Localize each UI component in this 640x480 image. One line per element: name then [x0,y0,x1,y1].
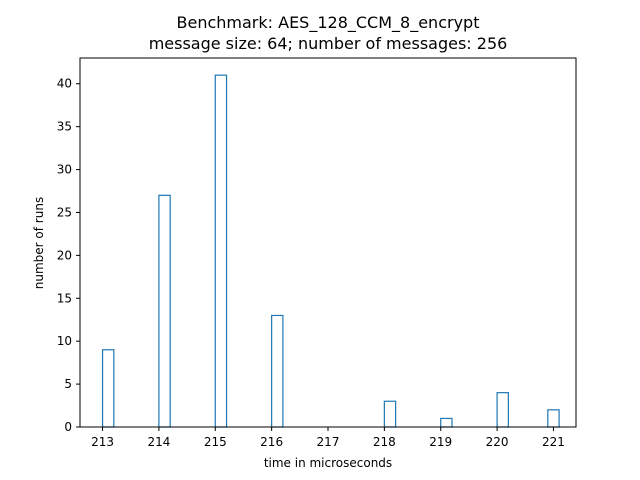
y-tick-label: 35 [57,120,72,134]
histogram-bar [214,74,228,428]
y-tick-label: 0 [64,420,72,434]
histogram-bar [158,194,171,428]
y-tick-label: 30 [57,163,72,177]
x-tick-label: 216 [260,435,283,449]
x-tick-label: 213 [91,435,114,449]
x-axis-ticks: 213 214 215 216 217 218 219 220 221 [91,427,565,449]
chart-subtitle: message size: 64; number of messages: 25… [149,34,508,53]
x-tick-label: 219 [429,435,452,449]
x-tick-label: 214 [147,435,170,449]
histogram-bar [496,392,509,428]
bar-group [101,74,560,428]
histogram-bar [101,349,115,428]
y-axis-label: number of runs [32,197,46,289]
x-tick-label: 220 [486,435,509,449]
chart-title: Benchmark: AES_128_CCM_8_encrypt [177,13,480,33]
y-tick-label: 5 [64,377,72,391]
y-axis-ticks: 0 5 10 15 20 25 30 35 40 [57,77,80,434]
y-tick-label: 10 [57,334,72,348]
x-tick-label: 221 [542,435,565,449]
y-tick-label: 20 [57,248,72,262]
x-axis-label: time in microseconds [264,456,392,470]
x-tick-label: 215 [204,435,227,449]
y-tick-label: 25 [57,205,72,219]
histogram-bar [547,409,560,428]
y-tick-label: 15 [57,291,72,305]
histogram-bar [440,417,453,428]
histogram-bar [383,400,397,428]
x-tick-label: 218 [373,435,396,449]
x-tick-label: 217 [317,435,340,449]
histogram-bar [271,314,284,428]
plot-area-frame [79,57,577,428]
y-tick-label: 40 [57,77,72,91]
